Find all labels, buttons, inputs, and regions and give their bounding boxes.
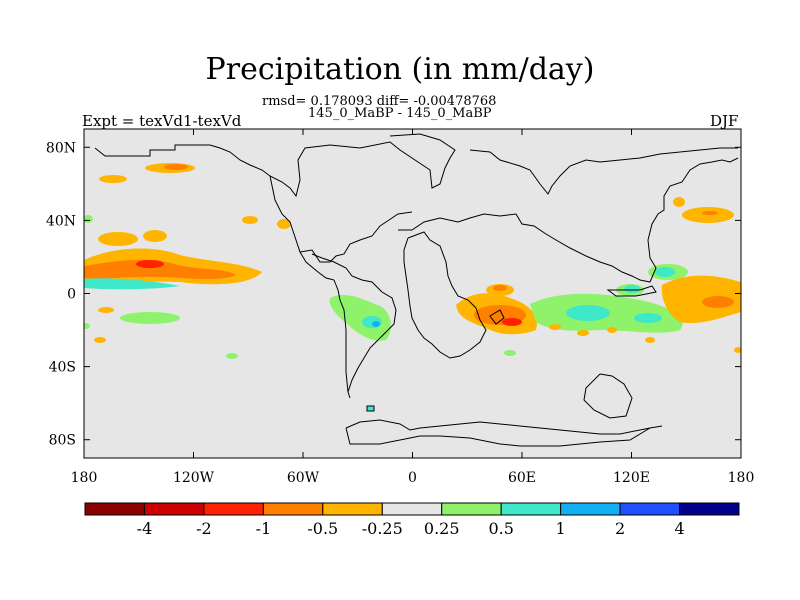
colorbar-label: 2 [615,519,625,538]
anomaly-blob [577,330,589,336]
coastline [366,405,375,412]
anomaly-blob [734,347,741,353]
anomaly-blob [98,307,114,313]
anomaly-blob [634,313,662,323]
anomaly-blob [702,211,718,215]
anomaly-blob [329,295,391,341]
anomaly-blob [120,312,180,324]
anomaly-blob [362,316,382,328]
anomaly-blob [673,197,685,207]
colorbar-swatch [262,502,324,516]
coastline [94,133,456,198]
coastline [311,253,397,399]
colorbar-swatch [679,502,740,516]
lat-tick-label: 40S [49,360,76,376]
anomaly-blob [549,324,561,330]
anomaly-blob [682,207,734,223]
anomaly-blob [493,285,507,291]
lon-tick-label: 120W [173,470,215,486]
colorbar-label: 0.5 [488,519,513,538]
precip-field [84,163,741,411]
chart-title: Precipitation (in mm/day) [205,52,595,87]
map-background [84,129,741,458]
lon-tick-label: 120E [613,470,650,486]
anomaly-blob [624,285,640,293]
stats-line: rmsd= 0.178093 diff= -0.00478768 [262,94,497,109]
colorbar-swatch [500,502,562,516]
anomaly-blob [94,337,106,343]
anomaly-blob [242,216,258,224]
coastline [583,373,633,419]
colorbar-label: 0.25 [424,519,460,538]
season-label: DJF [710,112,739,130]
colorbar-swatch [381,502,443,516]
anomaly-blob [84,259,236,280]
lon-tick-label: 180 [728,470,755,486]
colorbar-swatch [560,502,621,516]
anomaly-blob [504,350,516,356]
anomaly-blob [84,278,180,290]
lat-tick-label: 40N [46,213,76,229]
colorbar-swatch [84,502,145,516]
colorbar-swatch [322,502,383,516]
anomaly-blob [661,275,741,324]
coastline [345,419,663,435]
coastline [333,279,349,393]
anomaly-blob [84,215,93,223]
anomaly-blob [502,318,522,326]
colorbar-label: -1 [256,519,272,538]
coastline [403,231,487,359]
coastlines [94,133,739,447]
coastline [345,427,651,447]
anomaly-blob [277,219,291,229]
anomaly-blob [164,164,188,170]
coastline [269,175,335,281]
anomaly-blob [702,296,734,308]
coastline [469,147,738,195]
anomaly-blob [98,232,138,246]
anomaly-blob [136,260,164,268]
colorbar-swatch [203,502,264,516]
lat-tick-label: 80S [49,433,76,449]
colorbar-label: -4 [137,519,153,538]
anomaly-blob [645,337,655,343]
anomaly-blob [367,406,374,411]
colorbar-swatch [619,502,681,516]
anomaly-blob [566,305,610,321]
colorbar-label: 4 [674,519,684,538]
anomaly-blob [226,353,238,359]
colorbar: -4 -2 -1 -0.5 -0.25 0.25 0.5 1 2 4 [84,502,740,538]
anomaly-blob [84,323,90,329]
colorbar-label: -0.25 [362,519,403,538]
lon-tick-label: 60W [287,470,320,486]
colorbar-label: -0.5 [307,519,338,538]
axis-ticks: 80N 40N 0 40S 80S 180 120W 60W 0 60E 120E 180 [46,129,754,486]
coastline [398,157,739,283]
anomaly-blob [607,327,617,333]
anomaly-blob [143,230,167,242]
anomaly-blob [655,267,675,277]
experiment-label: Expt = texVd1-texVd [82,112,242,130]
anomaly-blob [372,321,380,327]
colorbar-swatch [441,502,502,516]
coastline [606,285,657,297]
anomaly-blob [99,175,127,183]
coastline [299,211,413,263]
colorbar-label: -2 [196,519,212,538]
colorbar-swatch [143,502,205,516]
lat-tick-label: 80N [46,140,76,156]
lon-tick-label: 180 [71,470,98,486]
run-label: 145_0_MaBP - 145_0_MaBP [308,106,492,121]
lon-tick-label: 60E [508,470,536,486]
coastline [489,309,505,325]
lat-tick-label: 0 [67,287,76,303]
colorbar-label: 1 [556,519,566,538]
lon-tick-label: 0 [408,470,417,486]
